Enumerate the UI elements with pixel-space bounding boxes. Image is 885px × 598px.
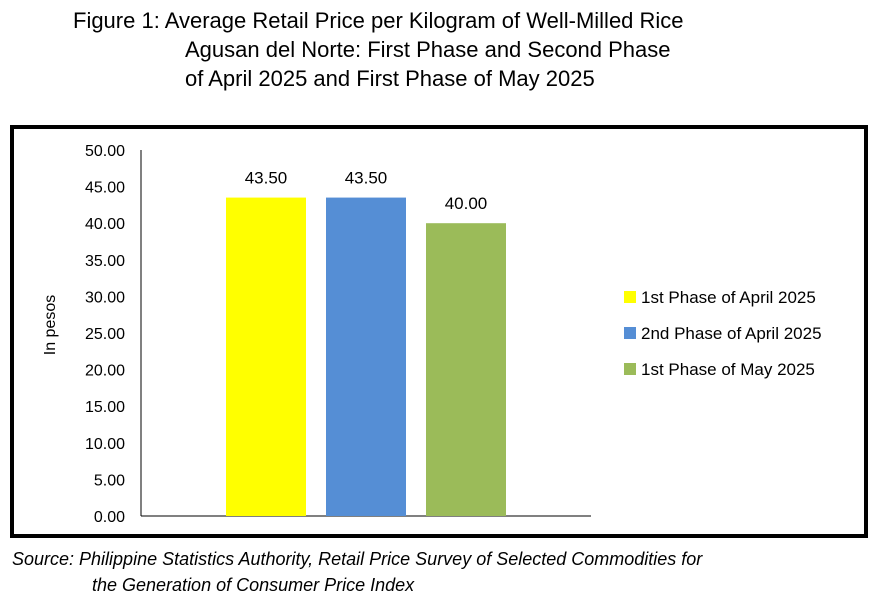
y-tick-label: 25.00 [85, 326, 125, 343]
source-line-1: Source: Philippine Statistics Authority,… [12, 549, 703, 569]
y-tick-label: 35.00 [85, 253, 125, 270]
bar [426, 223, 506, 516]
legend-swatch [624, 363, 636, 375]
title-line-2: Agusan del Norte: First Phase and Second… [185, 37, 671, 62]
y-tick-label: 20.00 [85, 363, 125, 380]
bar [326, 197, 406, 516]
legend-swatch [624, 327, 636, 339]
bar-chart: 0.00 5.00 10.00 15.00 20.00 25.00 30.00 35.00 40… [42, 143, 822, 526]
legend-label: 2nd Phase of April 2025 [641, 324, 822, 343]
legend-label: 1st Phase of May 2025 [641, 360, 815, 379]
y-tick-label: 10.00 [85, 436, 125, 453]
title-line-3: of April 2025 and First Phase of May 202… [185, 66, 595, 91]
bar-value-label: 43.50 [245, 169, 288, 188]
y-axis-title: In pesos [42, 295, 59, 355]
y-tick-label: 50.00 [85, 143, 125, 160]
y-tick-label: 45.00 [85, 180, 125, 197]
bar-value-label: 40.00 [445, 194, 488, 213]
title-line-1: Figure 1: Average Retail Price per Kilog… [73, 8, 684, 33]
y-tick-label: 30.00 [85, 289, 125, 306]
bar-value-label: 43.50 [345, 169, 388, 188]
chart-frame: 0.00 5.00 10.00 15.00 20.00 25.00 30.00 35.00 40… [10, 125, 868, 538]
y-tick-label: 15.00 [85, 399, 125, 416]
y-tick-label: 0.00 [94, 509, 125, 526]
legend-label: 1st Phase of April 2025 [641, 288, 816, 307]
y-tick-label: 5.00 [94, 472, 125, 489]
y-tick-label: 40.00 [85, 216, 125, 233]
legend-swatch [624, 291, 636, 303]
source-line-2: the Generation of Consumer Price Index [92, 575, 415, 595]
bar [226, 197, 306, 516]
